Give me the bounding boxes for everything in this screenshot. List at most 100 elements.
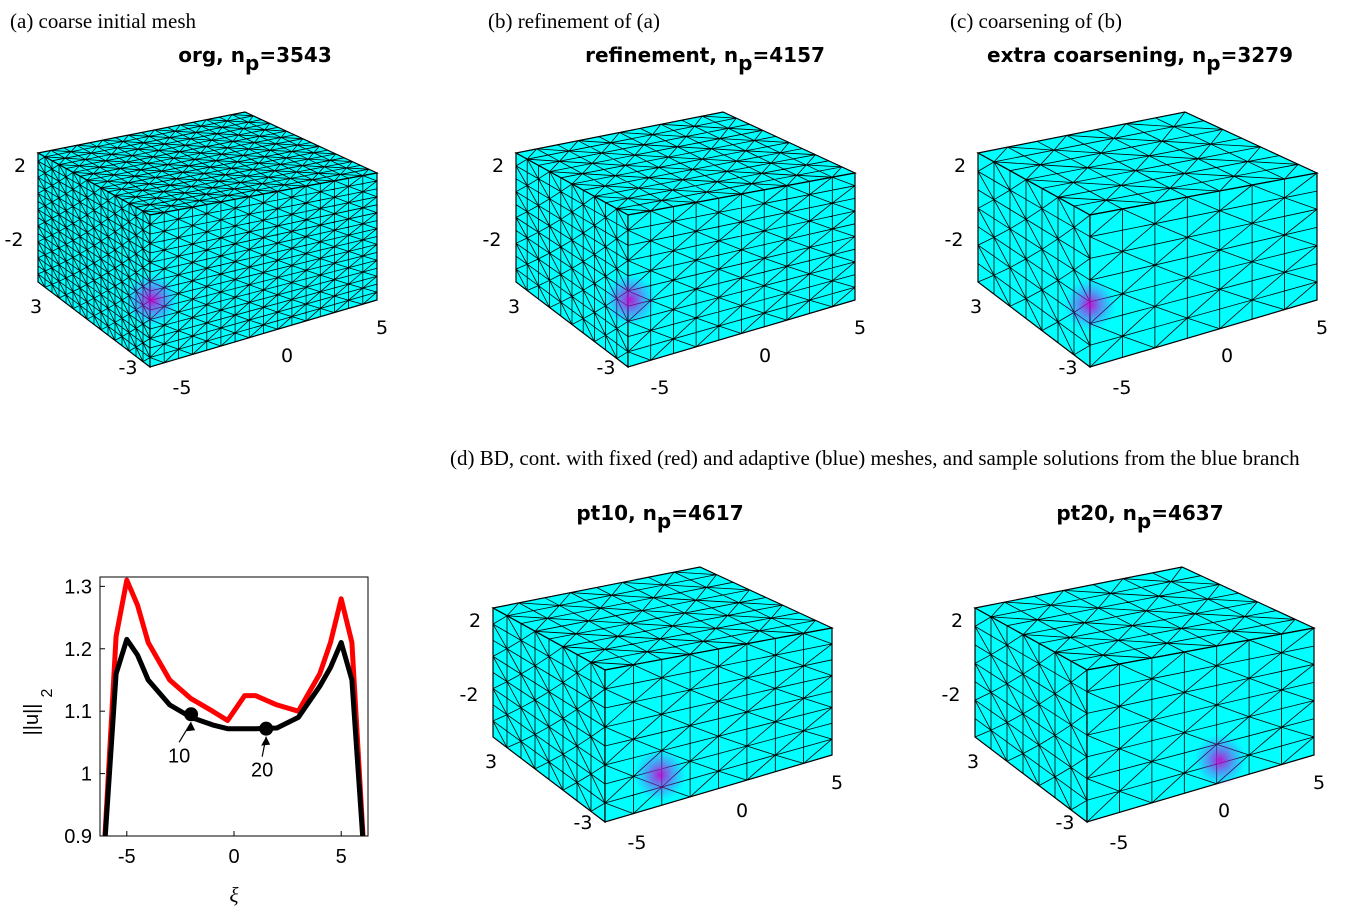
mesh-lines (1089, 172, 1318, 368)
solution-spot (1194, 734, 1246, 786)
ylabel-sub: 2 (39, 689, 56, 698)
axis-tick-label: -5 (651, 377, 670, 399)
axis-tick-label: -5 (1113, 377, 1132, 399)
axis-tick-label: -3 (597, 357, 616, 379)
axis-tick-label: 2 (14, 155, 26, 177)
title-main: extra coarsening, n (987, 43, 1206, 67)
solution-spot (634, 749, 686, 801)
mesh-lines (44, 114, 370, 213)
axis-tick-label: -2 (483, 229, 502, 251)
axis-tick-label: -3 (1056, 812, 1075, 834)
axis-tick-label: 3 (30, 296, 42, 318)
annotation-arrow (178, 721, 192, 743)
mesh-panel: 2 -2 3 -3 -5 0 5 (5, 111, 388, 399)
axis-tick-label: 5 (831, 772, 843, 794)
panel-title: org, np=3543 (178, 43, 331, 75)
solution-spot (1064, 279, 1116, 331)
title-rest: =4637 (1151, 501, 1223, 525)
x-axis-label: ξ (230, 883, 239, 907)
title-rest: =3543 (259, 43, 331, 67)
y-axis-label: ||u|| 2 (21, 689, 56, 736)
axis-tick-label: 2 (469, 610, 481, 632)
axis-tick-label: -2 (460, 684, 479, 706)
annotation-label: 10 (168, 745, 190, 767)
ylabel-main: ||u|| (21, 704, 43, 736)
panel-title: pt20, np=4637 (1056, 501, 1223, 533)
mesh-lines (993, 111, 1299, 216)
title-sub: p (657, 509, 671, 533)
axis-tick-label: -2 (942, 684, 961, 706)
plot-frame (99, 576, 369, 837)
mesh-lines (977, 161, 1091, 356)
axis-tick-label: 0 (1221, 345, 1233, 367)
caption: (d) BD, cont. with fixed (red) and adapt… (450, 446, 1300, 470)
axis-tick-label: -2 (945, 229, 964, 251)
axis-tick-label: -5 (628, 832, 647, 854)
axis-tick-label: 0 (736, 800, 748, 822)
title-sub: p (738, 51, 752, 75)
axis-tick-label: 2 (492, 155, 504, 177)
caption: (b) refinement of (a) (488, 9, 660, 33)
y-tick-label: 1.3 (64, 576, 92, 598)
y-tick-label: 1.1 (64, 701, 92, 723)
title-rest: =4617 (671, 501, 743, 525)
branch-point (259, 721, 274, 736)
mesh-lines (974, 616, 1088, 811)
axis-tick-label: -5 (1110, 832, 1129, 854)
title-main: org, n (178, 43, 245, 67)
axis-tick-label: 2 (954, 155, 966, 177)
arrow-head (186, 722, 196, 732)
axis-tick-label: 0 (281, 345, 293, 367)
plot-area (102, 577, 366, 836)
axis-tick-label: 5 (376, 317, 388, 339)
title-rest: =3279 (1221, 43, 1293, 67)
y-tick-label: 1 (81, 764, 92, 786)
y-tick-label: 0.9 (64, 826, 92, 848)
solution-spot (126, 274, 178, 326)
axis-tick-label: 0 (1218, 800, 1230, 822)
axis-tick-label: -3 (574, 812, 593, 834)
axis-tick-label: 5 (1313, 772, 1325, 794)
y-tick-label: 1.2 (64, 639, 92, 661)
axis-tick-label: 3 (970, 296, 982, 318)
mesh-lines (1086, 627, 1315, 823)
arrow-head (261, 736, 271, 746)
branch-point (184, 707, 199, 722)
axis-tick-label: -5 (173, 377, 192, 399)
panel-title: pt10, np=4617 (576, 501, 743, 533)
title-main: pt20, n (1056, 501, 1137, 525)
mesh-panel: 2 -2 3 -3 -5 0 5 (483, 111, 866, 399)
mesh-lines (604, 632, 833, 814)
title-rest: =4157 (752, 43, 824, 67)
mesh-lines (990, 566, 1296, 671)
axis-tick-label: 3 (967, 751, 979, 773)
mesh-panel: 2 -2 3 -3 -5 0 5 (945, 111, 1328, 399)
title-sub: p (1137, 509, 1151, 533)
solution-spot (604, 274, 656, 326)
axis-tick-label: 5 (854, 317, 866, 339)
axis-tick-label: 0 (759, 345, 771, 367)
axis-tick-label: -3 (119, 357, 138, 379)
mesh-lines (526, 115, 843, 212)
axis-tick-label: 3 (508, 296, 520, 318)
title-sub: p (245, 51, 259, 75)
data-line (102, 577, 366, 836)
title-sub: p (1206, 51, 1220, 75)
x-tick-label: 5 (336, 846, 347, 868)
mesh-lines (492, 615, 606, 812)
axis-tick-label: 5 (1316, 317, 1328, 339)
mesh-lines (37, 156, 151, 363)
x-tick-label: -5 (118, 846, 136, 868)
panel-title: extra coarsening, np=3279 (987, 43, 1293, 75)
caption: (a) coarse initial mesh (10, 9, 197, 33)
annotation-label: 20 (251, 760, 273, 782)
axis-tick-label: -2 (5, 229, 24, 251)
title-main: pt10, n (576, 501, 657, 525)
axis-tick-label: 2 (951, 610, 963, 632)
caption: (c) coarsening of (b) (950, 9, 1122, 33)
mesh-lines (506, 571, 816, 666)
axis-tick-label: 3 (485, 751, 497, 773)
mesh-panel: 2 -2 3 -3 -5 0 5 (942, 566, 1325, 854)
x-tick-label: 0 (228, 846, 239, 868)
